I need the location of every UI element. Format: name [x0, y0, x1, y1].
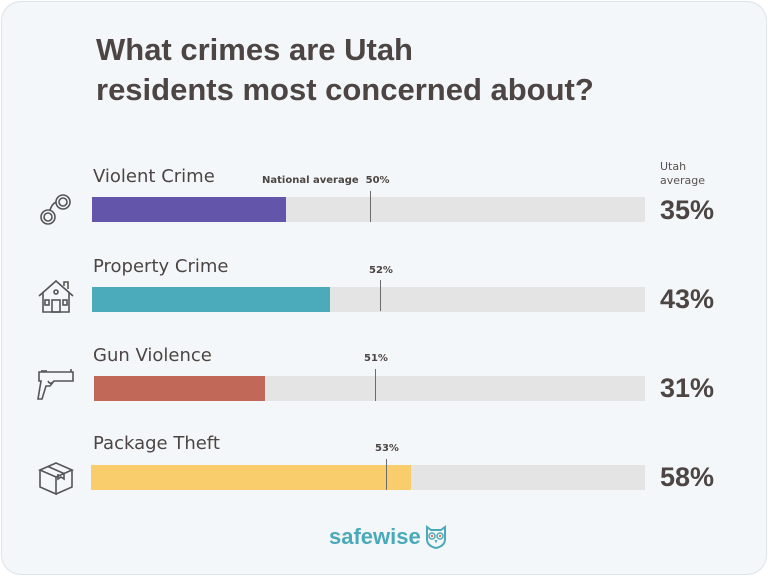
utah-bar: [92, 197, 286, 222]
national-average-label: 51%: [364, 353, 388, 364]
utah-header-line-2: average: [660, 174, 706, 187]
bar-track: [92, 287, 645, 312]
safewise-logo: safewise: [329, 524, 447, 550]
bar-track: [94, 376, 645, 401]
bar-track: [92, 197, 645, 222]
national-average-label: 53%: [375, 443, 399, 454]
title-line-1: What crimes are Utah: [96, 32, 413, 67]
house-icon: [38, 279, 74, 313]
utah-bar: [92, 287, 330, 312]
handgun-icon: [37, 369, 74, 400]
utah-value: 58%: [660, 462, 715, 492]
utah-value: 35%: [660, 195, 715, 225]
owl-icon: [425, 525, 446, 549]
utah-header-line-1: Utah: [660, 160, 687, 173]
national-average-marker: [370, 191, 371, 222]
bar-track: [91, 465, 645, 490]
row-label: Gun Violence: [93, 345, 212, 366]
chart-title: What crimes are Utah residents most conc…: [96, 30, 716, 110]
title-line-2: residents most concerned about?: [96, 72, 594, 107]
national-average-marker: [375, 369, 376, 401]
handcuffs-icon: [40, 194, 71, 225]
row-label: Package Theft: [93, 433, 220, 454]
row-label: Property Crime: [93, 256, 229, 277]
national-average-marker: [380, 280, 381, 311]
utah-value: 31%: [660, 373, 715, 403]
row-label: Violent Crime: [93, 166, 215, 187]
utah-average-header: Utah average: [660, 160, 705, 188]
national-average-marker: [386, 459, 387, 490]
utah-bar: [91, 465, 411, 490]
brand-name: safewise: [329, 524, 421, 549]
utah-bar: [94, 376, 265, 401]
national-average-label: 52%: [369, 265, 393, 276]
package-box-icon: [38, 462, 74, 496]
utah-value: 43%: [660, 284, 715, 314]
national-average-label: National average 50%: [262, 175, 390, 186]
